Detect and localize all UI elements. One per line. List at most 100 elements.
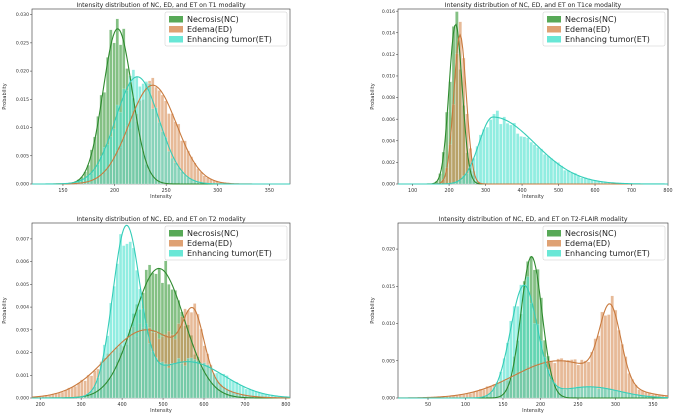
hist-bar (580, 387, 584, 399)
hist-bar (543, 154, 547, 185)
hist-bar (170, 363, 174, 399)
x-tick-label: 200 (36, 402, 45, 408)
x-tick-label: 350 (265, 188, 274, 194)
hist-bar (112, 286, 116, 399)
y-tick-label: 0.025 (16, 40, 29, 46)
legend: Necrosis(NC)Edema(ED)Enhancing tumor(ET) (164, 11, 288, 47)
x-tick-label: 500 (554, 188, 563, 194)
legend-box (164, 225, 288, 261)
hist-bar (475, 146, 479, 185)
y-tick-label: 0.006 (382, 117, 395, 123)
hist-bar (112, 128, 116, 185)
hist-bar (135, 270, 139, 399)
legend-swatch (547, 230, 561, 237)
hist-bar (526, 137, 530, 185)
x-tick-label: 300 (77, 402, 86, 408)
hist-bar (238, 384, 242, 399)
x-axis-label: Intensity (150, 408, 172, 414)
hist-bar (122, 245, 126, 399)
y-tick-label: 0.010 (382, 74, 395, 80)
chart-title: Intensity distribution of NC, ED, and ET… (76, 2, 246, 9)
hist-bar (559, 387, 564, 399)
legend-entry: Enhancing tumor(ET) (187, 249, 272, 258)
series-line-3 (398, 116, 668, 185)
y-tick-label: 0.014 (382, 30, 395, 36)
hist-bar (180, 171, 184, 185)
legend-swatch (547, 16, 561, 23)
hist-bar (64, 390, 68, 399)
x-tick-label: 200 (110, 188, 119, 194)
hist-bar (196, 360, 200, 399)
legend-box (542, 11, 666, 47)
legend-entry: Enhancing tumor(ET) (565, 249, 650, 258)
hist-bar (109, 302, 113, 399)
hist-bar (118, 233, 123, 399)
hist-bar (177, 167, 181, 185)
y-tick-label: 0.003 (16, 327, 29, 333)
hist-bar (576, 175, 581, 185)
x-tick-label: 100 (408, 188, 417, 194)
legend-entry: Necrosis(NC) (187, 15, 239, 24)
x-tick-label: 800 (281, 402, 290, 408)
hist-bar (475, 390, 479, 399)
hist-bar (164, 363, 168, 399)
hist-bar (455, 53, 459, 185)
y-tick-label: 0.016 (382, 9, 395, 15)
legend-swatch (547, 36, 561, 43)
hist-bar (624, 392, 628, 399)
x-tick-label: 150 (58, 188, 67, 194)
chart-panel-1: Intensity distribution of NC, ED, and ET… (2, 2, 291, 200)
legend-entry: Necrosis(NC) (187, 229, 239, 238)
chart-panel-4: Intensity distribution of NC, ED, and ET… (370, 216, 669, 414)
hist-bar (512, 122, 516, 185)
y-tick-label: 0.010 (382, 321, 395, 327)
hist-bar (526, 276, 530, 399)
y-tick-label: 0.005 (16, 282, 29, 288)
x-axis-label: Intensity (522, 408, 544, 414)
hist-bar (167, 367, 171, 399)
hist-bar (495, 110, 500, 185)
hist-bar (502, 116, 506, 185)
x-tick-label: 800 (663, 188, 672, 194)
y-tick-label: 0.006 (16, 259, 29, 265)
series-bars-3 (482, 276, 662, 399)
hist-bar (516, 133, 520, 185)
legend-swatch (169, 240, 183, 247)
legend-swatch (169, 36, 183, 43)
x-tick-label: 350 (648, 402, 657, 408)
x-tick-label: 200 (445, 188, 454, 194)
hist-bar (607, 388, 611, 399)
x-tick-label: 100 (461, 402, 470, 408)
hist-bar (603, 387, 608, 399)
y-axis-label: Probability (2, 297, 8, 323)
hist-bar (553, 382, 557, 399)
hist-bar (180, 363, 184, 399)
y-tick-label: 0.001 (16, 373, 29, 379)
hist-bar (539, 340, 543, 399)
hist-bar (468, 164, 473, 185)
y-tick-label: 0.030 (16, 12, 29, 18)
legend-swatch (547, 26, 561, 33)
hist-bar (73, 386, 77, 399)
y-tick-label: 0.010 (16, 125, 29, 131)
hist-bar (60, 391, 65, 399)
hist-bar (522, 284, 527, 399)
hist-bar (563, 389, 567, 399)
hist-bar (164, 137, 168, 185)
hist-bar (580, 177, 584, 185)
hist-bar (115, 104, 119, 185)
legend-entry: Edema(ED) (565, 25, 610, 34)
x-tick-label: 400 (118, 402, 127, 408)
hist-bar (154, 107, 158, 185)
y-axis-label: Probability (2, 83, 8, 109)
y-tick-label: 0.004 (382, 138, 395, 144)
y-tick-label: 0.008 (382, 95, 395, 101)
hist-bar (141, 308, 145, 399)
hist-bar (509, 124, 513, 185)
hist-bar (215, 372, 219, 399)
hist-bar (566, 389, 570, 399)
legend: Necrosis(NC)Edema(ED)Enhancing tumor(ET) (542, 225, 666, 261)
hist-bar (109, 136, 113, 185)
hist-bar (225, 375, 229, 399)
